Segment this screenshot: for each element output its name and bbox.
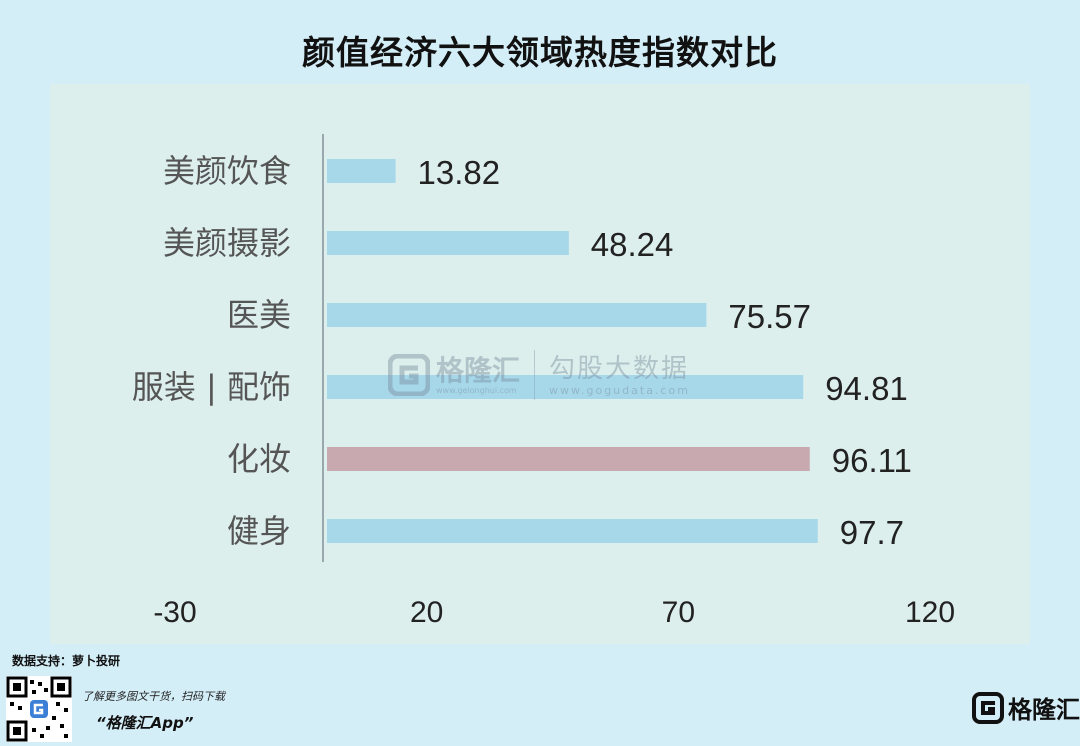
g-logo-icon <box>972 691 1004 724</box>
data-label: 75.57 <box>728 298 811 335</box>
data-label: 97.7 <box>840 514 904 551</box>
data-label: 13.82 <box>418 154 501 191</box>
qr-code-icon[interactable] <box>6 676 72 742</box>
category-label: 医美 <box>227 296 291 334</box>
category-label: 健身 <box>227 512 291 550</box>
brand-name: 格隆汇 <box>1008 696 1080 724</box>
bar <box>327 231 569 255</box>
brand-logo: 格隆汇 <box>972 690 1080 725</box>
x-tick-label: 70 <box>662 596 695 629</box>
bar <box>327 303 707 327</box>
bar <box>327 159 396 183</box>
x-tick-label: -30 <box>153 596 196 629</box>
data-label: 96.11 <box>832 442 912 479</box>
category-label: 服装 | 配饰 <box>132 368 291 406</box>
bar <box>327 375 804 399</box>
x-tick-label: 20 <box>410 596 443 629</box>
promo-line-2: “格隆汇App” <box>96 714 194 732</box>
chart-title: 颜值经济六大领域热度指数对比 <box>302 33 778 72</box>
category-label: 化妆 <box>227 440 291 478</box>
chart-panel: 美颜饮食 13.82 美颜摄影 48.24 医美 75.57 服装 | 配饰 94.81 化妆 9… <box>50 84 1030 644</box>
data-label: 48.24 <box>591 226 674 263</box>
bar <box>327 447 810 471</box>
x-tick-label: 120 <box>905 596 955 629</box>
category-label: 美颜摄影 <box>163 224 291 262</box>
data-label: 94.81 <box>825 370 908 407</box>
data-source: 数据支持：萝卜投研 <box>12 654 121 668</box>
bar-chart: 美颜饮食 13.82 美颜摄影 48.24 医美 75.57 服装 | 配饰 94.81 化妆 9… <box>132 134 955 629</box>
bar <box>327 519 818 543</box>
category-label: 美颜饮食 <box>163 152 291 190</box>
promo-line-1: 了解更多图文干货，扫码下载 <box>82 690 225 703</box>
